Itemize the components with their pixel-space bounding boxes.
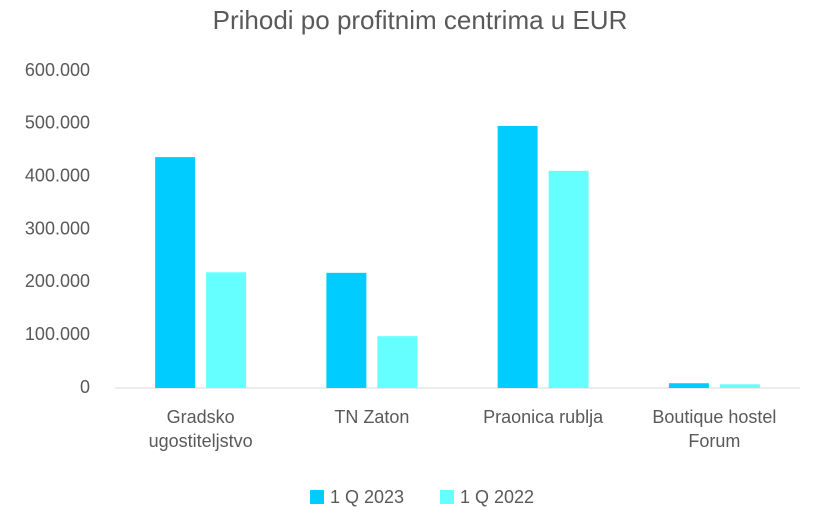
y-tick-label: 100.000: [25, 324, 90, 344]
bar: [719, 384, 760, 388]
x-tick-label: Gradsko ugostiteljstvo: [148, 407, 253, 451]
bar: [206, 272, 247, 388]
x-tick-label: Praonica rublja: [483, 407, 604, 427]
y-tick-label: 400.000: [25, 165, 90, 185]
y-tick-label: 500.000: [25, 113, 90, 133]
bar: [326, 272, 367, 388]
bar: [155, 157, 196, 388]
bar: [497, 125, 538, 389]
chart-title: Prihodi po profitnim centrima u EUR: [213, 5, 628, 35]
y-tick-label: 300.000: [25, 218, 90, 238]
legend-label: 1 Q 2022: [460, 487, 534, 507]
x-tick-label: Boutique hostel Forum: [652, 407, 777, 451]
y-tick-label: 200.000: [25, 271, 90, 291]
legend-label: 1 Q 2023: [330, 487, 404, 507]
bar: [548, 170, 589, 388]
bar: [668, 383, 709, 388]
legend-swatch: [310, 490, 324, 504]
bar: [377, 336, 418, 388]
y-tick-label: 600.000: [25, 60, 90, 80]
legend-swatch: [440, 490, 454, 504]
x-tick-label: TN Zaton: [334, 407, 410, 427]
y-tick-label: 0: [80, 377, 90, 397]
